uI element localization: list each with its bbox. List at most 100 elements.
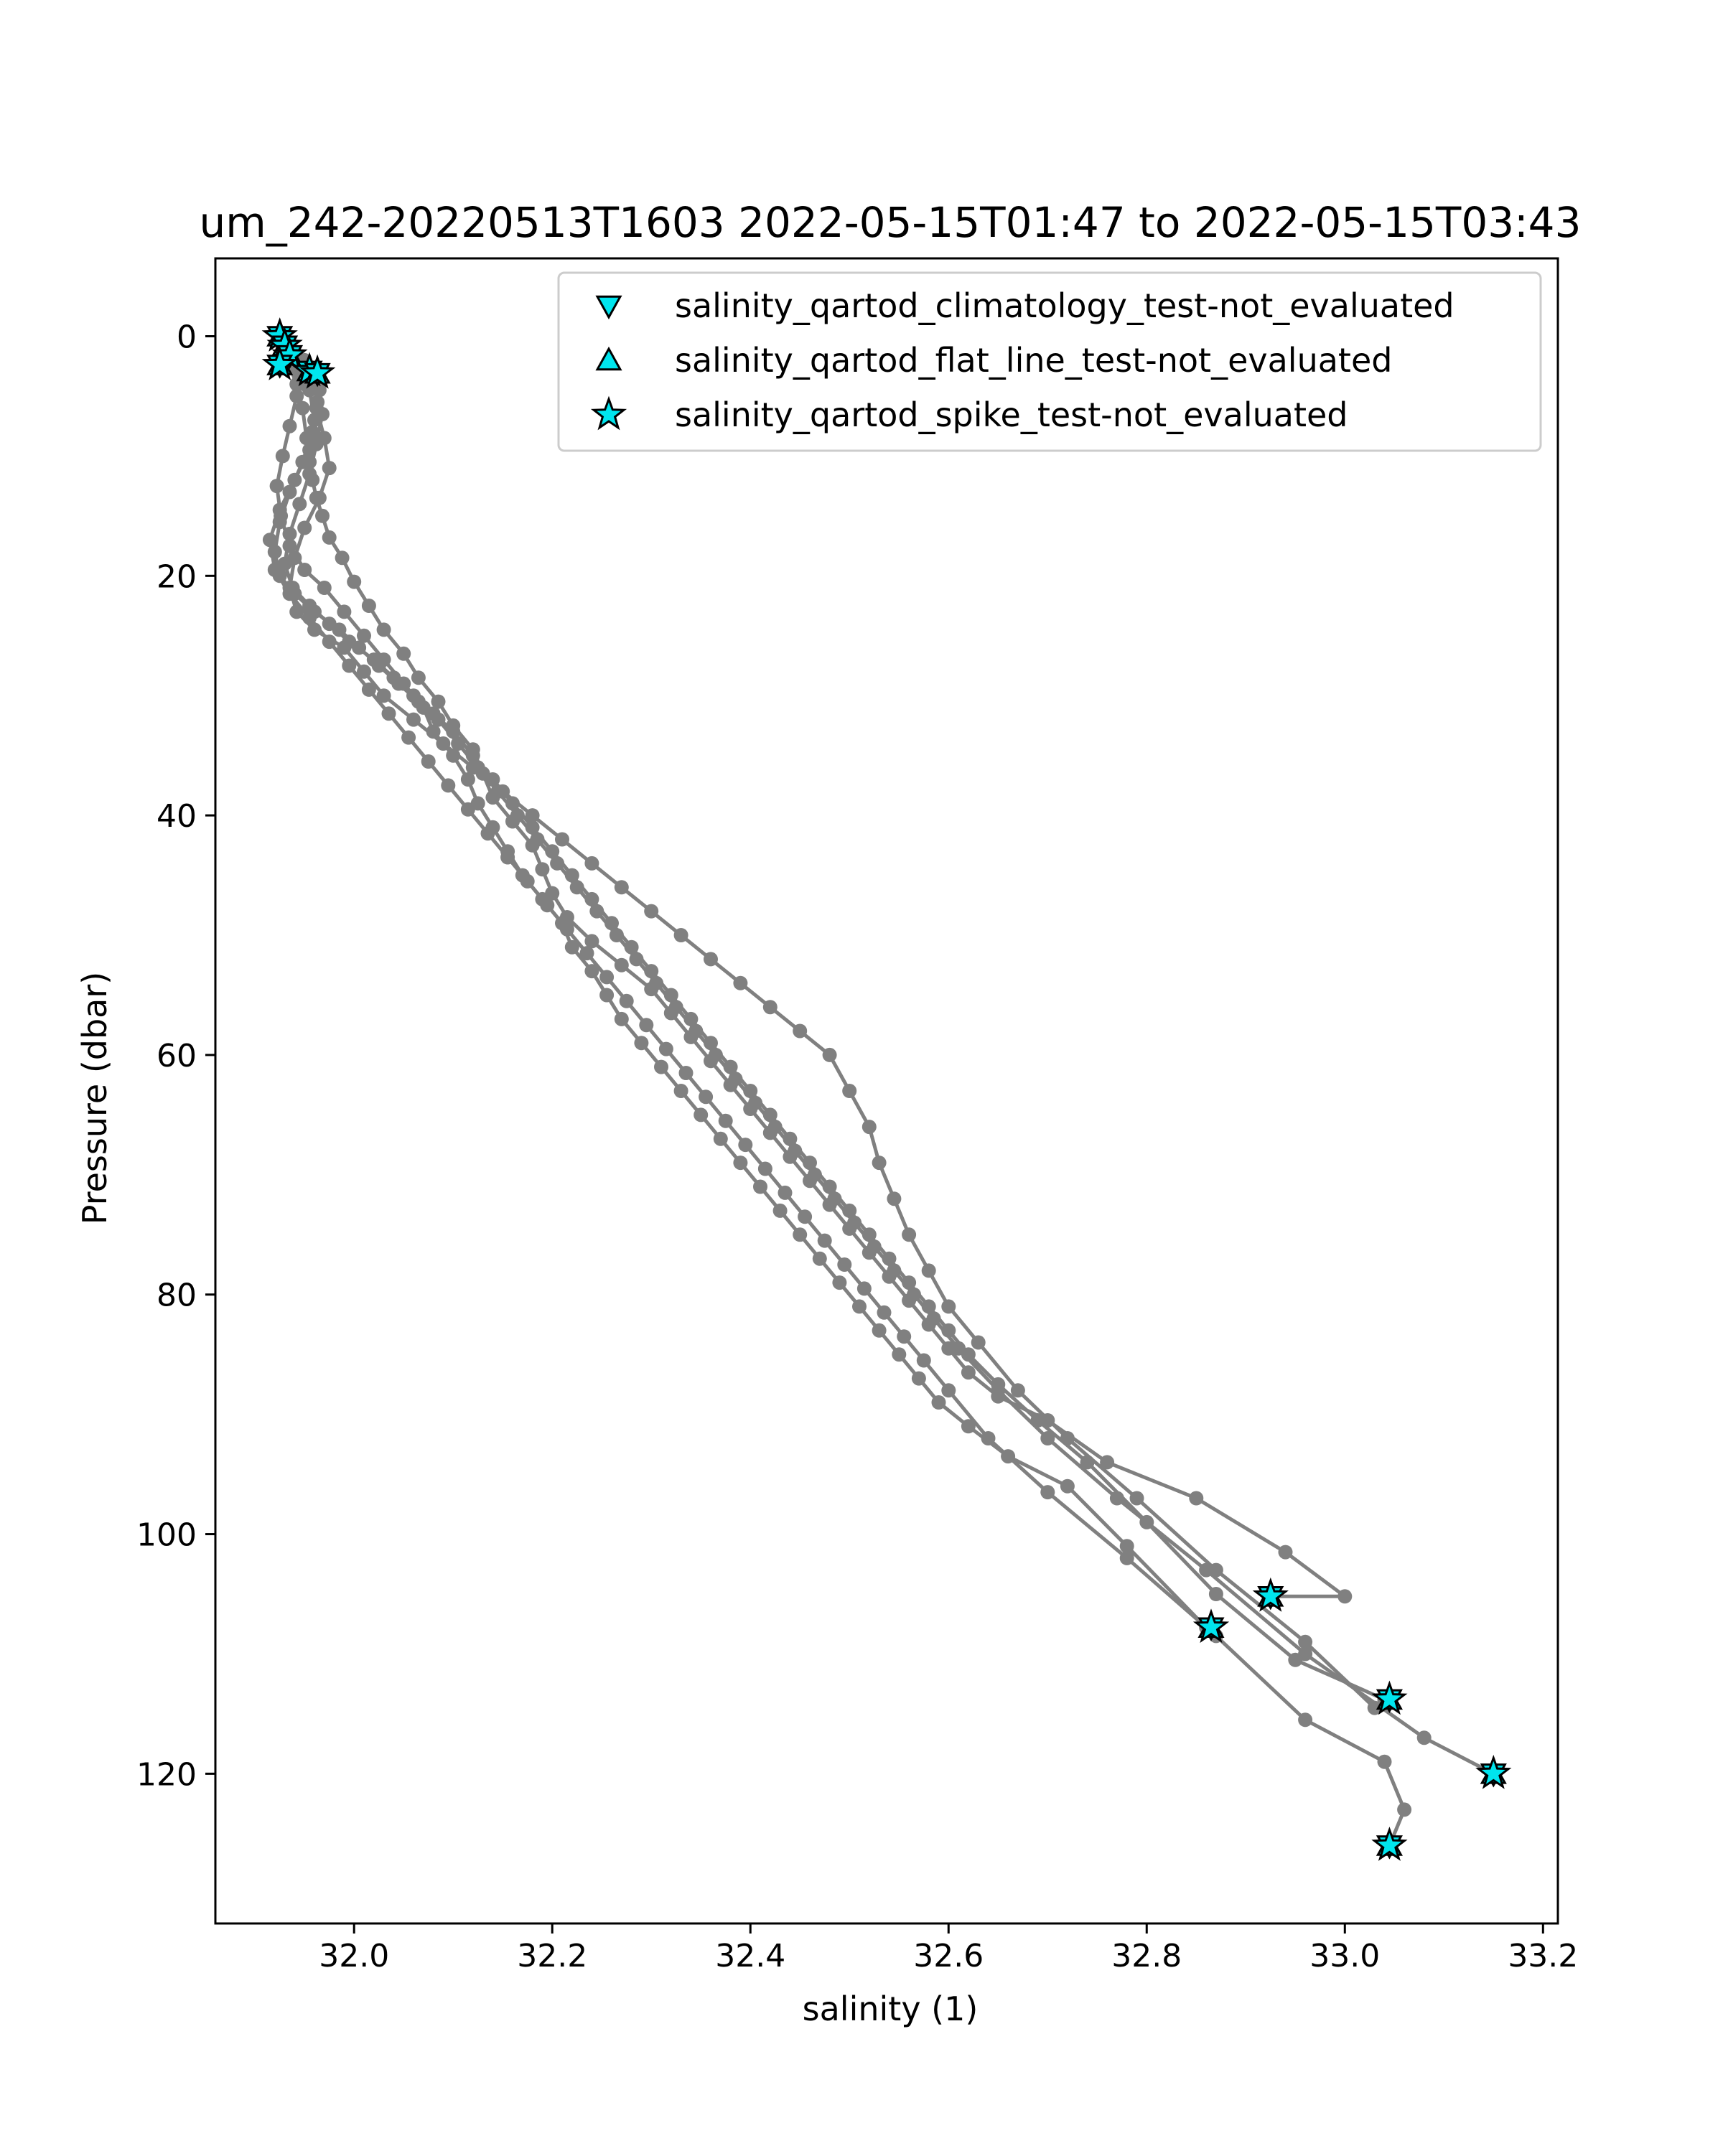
- profile-point: [688, 1023, 704, 1039]
- profile-point: [579, 946, 594, 961]
- profile-point: [658, 1041, 673, 1056]
- profile-point: [762, 1000, 778, 1015]
- profile-point: [599, 988, 615, 1003]
- profile-point: [282, 581, 297, 595]
- profile-point: [793, 1023, 808, 1039]
- profile-point: [941, 1299, 956, 1314]
- legend-marker-triangle-up: [595, 346, 622, 371]
- spike-flag-marker: [1252, 1577, 1289, 1612]
- profile-point: [530, 832, 545, 847]
- profile-point: [282, 418, 297, 433]
- y-tick-label: 60: [157, 1038, 197, 1074]
- profile-point: [907, 1287, 921, 1302]
- profile-point: [1377, 1754, 1392, 1769]
- profile-point: [634, 1036, 649, 1051]
- profile-point: [961, 1419, 976, 1434]
- profile-point: [584, 856, 599, 871]
- x-axis-label: salinity (1): [803, 1989, 979, 2028]
- profile-point: [520, 873, 535, 889]
- profile-point: [322, 530, 337, 545]
- profile-point: [921, 1263, 936, 1278]
- profile-point: [778, 1185, 793, 1200]
- profile-point: [699, 1089, 714, 1105]
- profile-point: [817, 1233, 832, 1248]
- profile-point: [337, 640, 352, 655]
- profile-point: [1119, 1539, 1134, 1554]
- profile-point: [555, 832, 569, 847]
- profile-point: [307, 622, 322, 637]
- profile-point: [856, 1281, 872, 1296]
- profile-point: [559, 922, 574, 937]
- profile-point: [297, 563, 312, 577]
- profile-point: [931, 1395, 946, 1410]
- profile-point: [361, 682, 376, 697]
- profile-point: [315, 508, 330, 523]
- profile-point: [302, 467, 317, 482]
- profile-point: [872, 1156, 887, 1171]
- profile-point: [644, 904, 659, 919]
- profile-point: [535, 862, 550, 877]
- profile-point: [1208, 1587, 1223, 1601]
- profile-point: [1060, 1431, 1075, 1445]
- profile-point: [267, 563, 282, 577]
- profile-point: [1367, 1700, 1382, 1715]
- profile-point: [872, 1323, 887, 1338]
- profile-point: [322, 461, 337, 476]
- profile-point: [941, 1383, 956, 1398]
- axes-frame: [214, 257, 1559, 1925]
- profile-point: [753, 1179, 767, 1194]
- legend-label: salinity_qartod_climatology_test-not_eva…: [675, 286, 1454, 325]
- profile-point: [991, 1383, 1006, 1398]
- profile-point: [887, 1191, 902, 1206]
- chart-title: um_242-20220513T1603 2022-05-15T01:47 to…: [200, 198, 1582, 247]
- profile-point: [733, 1156, 748, 1171]
- profile-point: [275, 449, 290, 464]
- profile-point: [335, 550, 350, 566]
- profile-point: [1278, 1545, 1293, 1560]
- profile-point: [614, 880, 629, 895]
- profile-point: [793, 1227, 808, 1242]
- profile-point: [540, 898, 555, 913]
- spike-flag-marker: [1475, 1754, 1512, 1789]
- y-tick-label: 40: [157, 798, 197, 835]
- profile-point: [391, 676, 406, 691]
- profile-point: [371, 658, 386, 673]
- profile-point: [832, 1275, 847, 1290]
- profile-point: [431, 694, 446, 709]
- profile-point: [926, 1311, 941, 1326]
- profile-point: [1337, 1589, 1353, 1604]
- profile-point: [1298, 1646, 1313, 1661]
- profile-point: [971, 1335, 986, 1350]
- profile-point: [704, 952, 718, 967]
- profile-point: [718, 1113, 733, 1128]
- profile-point: [951, 1341, 966, 1356]
- profile-point: [668, 1000, 683, 1015]
- profile-point: [649, 975, 664, 990]
- profile-point: [639, 1018, 654, 1033]
- profile-point: [460, 802, 475, 817]
- profile-point: [1119, 1550, 1134, 1565]
- profile-point: [609, 928, 624, 942]
- profile-point: [317, 431, 332, 446]
- profile-point: [297, 520, 312, 535]
- profile-point: [431, 712, 446, 727]
- x-tick-label: 33.2: [1508, 1938, 1578, 1974]
- profile-point: [961, 1365, 976, 1380]
- profile-point: [441, 778, 456, 793]
- profile-point: [295, 400, 310, 416]
- profile-point: [342, 658, 357, 673]
- profile-point: [728, 1072, 743, 1087]
- profile-point: [916, 1353, 931, 1368]
- profile-point: [421, 754, 436, 769]
- spike-flag-marker: [1371, 1680, 1408, 1715]
- profile-point: [500, 850, 515, 865]
- profile-point: [798, 1209, 813, 1224]
- profile-point: [332, 622, 347, 637]
- profile-point: [317, 581, 332, 595]
- profile-point: [495, 784, 510, 799]
- profile-point: [897, 1329, 912, 1344]
- profile-point: [1298, 1712, 1313, 1728]
- profile-point: [748, 1095, 763, 1110]
